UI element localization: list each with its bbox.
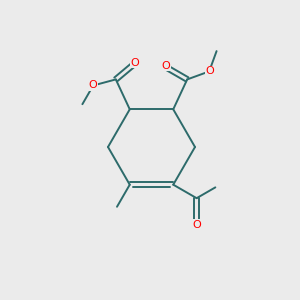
Text: O: O — [192, 220, 201, 230]
Text: O: O — [206, 66, 214, 76]
Text: O: O — [130, 58, 139, 68]
Text: O: O — [162, 61, 171, 71]
Text: O: O — [88, 80, 97, 91]
